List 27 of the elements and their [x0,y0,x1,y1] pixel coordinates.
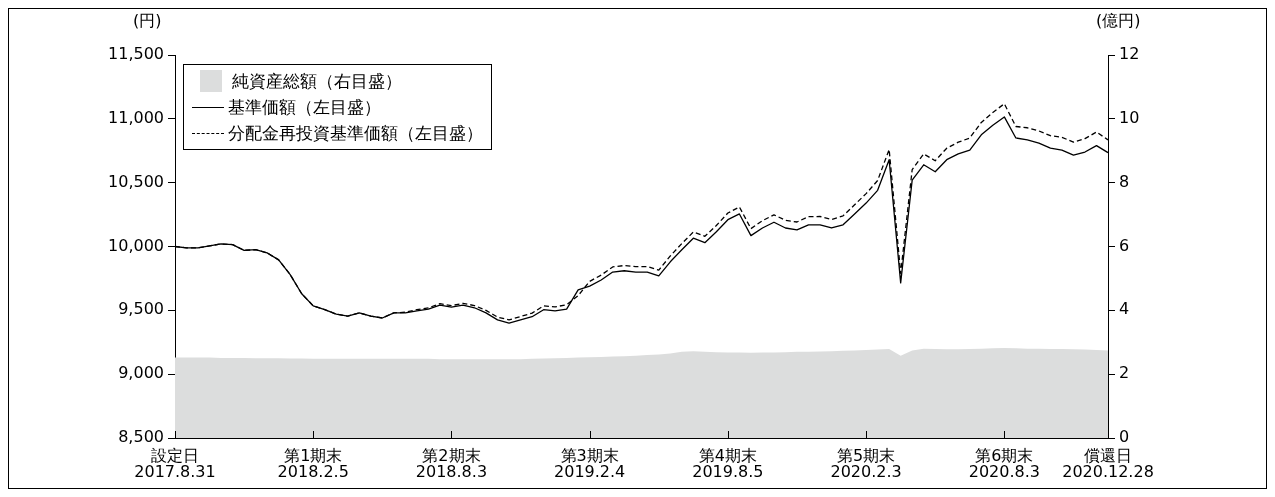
y2-tick-label: 4 [1119,299,1130,319]
y2-tick-label: 2 [1119,363,1130,383]
x-tick-label: 償還日 2020.12.28 [1062,445,1154,482]
y2-tick-label: 8 [1119,171,1130,191]
y2-tick-label: 12 [1119,44,1140,64]
y-tick-label: 9,000 [118,363,164,383]
y-tick-label: 10,500 [108,171,164,191]
x-tick-label: 第6期末 2020.8.3 [968,445,1040,482]
y-tick-label: 11,500 [108,44,164,64]
x-tick-label: 第5期末 2020.2.3 [830,445,902,482]
y2-axis-title: (億円) [1096,11,1141,32]
legend-label: 基準価額（左目盛） [228,96,381,119]
y2-tick-label: 0 [1119,427,1130,447]
x-tick-label: 第4期末 2019.8.5 [692,445,764,482]
legend-label: 純資産総額（右目盛） [232,70,402,93]
x-tick-label: 設定日 2017.8.31 [134,445,216,482]
y-tick-label: 11,000 [108,107,164,127]
legend-label: 分配金再投資基準価額（左目盛） [228,122,483,145]
y-tick-label: 10,000 [108,235,164,255]
y2-tick-label: 10 [1119,107,1140,127]
y2-tick-label: 6 [1119,235,1130,255]
y-tick-label: 9,500 [118,299,164,319]
x-tick-label: 第1期末 2018.2.5 [277,445,349,482]
y-axis-title: (円) [133,11,162,32]
x-tick-label: 第2期末 2018.8.3 [415,445,488,482]
y-tick-label: 8,500 [118,427,164,447]
x-tick-label: 第3期末 2019.2.4 [554,445,626,482]
